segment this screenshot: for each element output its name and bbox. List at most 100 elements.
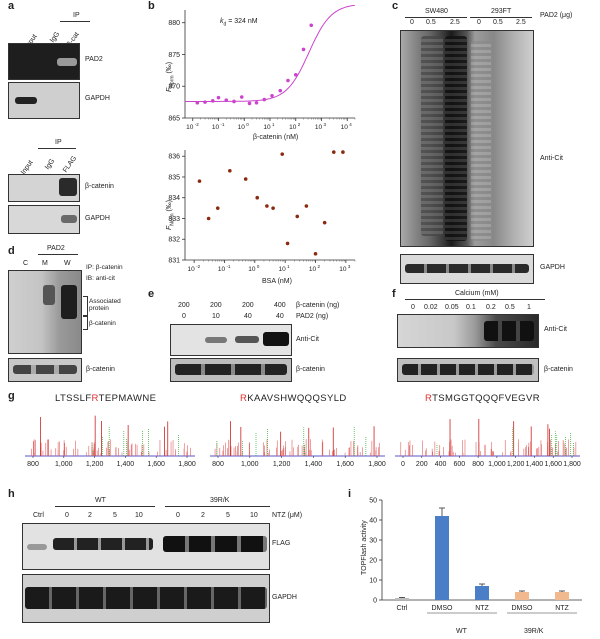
spectrum-tick-label: 600	[453, 461, 465, 468]
data-point	[293, 73, 298, 77]
x-tick-exponent: -2	[195, 122, 199, 127]
data-point	[301, 47, 306, 52]
panel-i-chart: 0 10 20 30 40 50 Ctrl DMSO NTZ DMSO NTZ	[369, 498, 582, 614]
panel-g-label: g	[8, 390, 15, 402]
x-tick-exponent: 3	[323, 122, 326, 127]
spectrum-tick-label: 1,800	[563, 461, 581, 468]
bar	[395, 598, 409, 600]
spectrum-tick-label: 800	[472, 461, 484, 468]
panel-h-t4: 0	[176, 512, 180, 519]
y-tick-label: 834	[168, 195, 180, 202]
y-tick-label: 880	[168, 20, 180, 27]
panel-h-row-flag: FLAG	[272, 540, 291, 547]
kd-value: = 324 nM	[226, 18, 258, 25]
blot-d-bcatenin	[8, 358, 82, 382]
panel-e-bcat-2: 200	[242, 302, 254, 309]
blot-a-gapdh	[8, 82, 80, 119]
spectrum-tick-label: 1,600	[147, 461, 165, 468]
blot-a-pad2	[8, 43, 80, 80]
data-point	[331, 150, 336, 154]
data-point	[262, 97, 267, 102]
bar	[555, 592, 569, 600]
category-label: NTZ	[475, 605, 489, 612]
panel-e-bcat-1: 200	[210, 302, 222, 309]
panel-f-row-anticit: Anti-Cit	[544, 326, 567, 333]
panel-d-col-c: C	[23, 260, 29, 267]
x-tick-label: 10	[188, 266, 196, 273]
spectrum-tick-label: 1,400	[305, 461, 323, 468]
panel-d-legend-ip: IP: β-catenin	[86, 264, 123, 271]
y-tick-label: 865	[168, 116, 180, 123]
panel-c-line2: 293FT	[491, 8, 512, 15]
x-tick-label: 10	[279, 266, 287, 273]
panel-e-pad2-3: 40	[276, 313, 284, 320]
panel-i-label: i	[348, 488, 352, 500]
spectrum-tick-label: 1,800	[178, 461, 196, 468]
panel-h-t2: 5	[113, 512, 117, 519]
panel-c-line2-rule	[470, 17, 532, 18]
spectrum-tick-label: 1,600	[336, 461, 354, 468]
data-point	[254, 100, 259, 105]
spectrum-tick-label: 1,600	[544, 461, 562, 468]
blot-e-bcatenin	[170, 358, 292, 382]
panel-b-kd: kd = 324 nM	[220, 18, 258, 28]
panel-h-t6: 5	[226, 512, 230, 519]
panel-c-dose-2: 2.5	[450, 19, 460, 26]
panel-f-conc-1: 0.02	[424, 304, 438, 311]
panel-f-conc-6: 1	[527, 304, 531, 311]
y-tick-label: 10	[369, 578, 377, 585]
b-top-ylabel-unit: (‰)	[166, 61, 173, 74]
x-tick-label: 10	[289, 124, 297, 131]
panel-d-header: PAD2	[47, 245, 65, 252]
panel-a-label: a	[8, 0, 15, 12]
panel-b-top-xlabel: β-catenin (nM)	[253, 134, 299, 141]
panel-i-group-mut: 39R/K	[524, 628, 544, 635]
panel-e-row-bcatenin: β-catenin	[296, 366, 325, 373]
panel-h-t3: 10	[135, 512, 143, 519]
panel-h-t5: 2	[201, 512, 205, 519]
b-bot-ylabel-unit: (‰)	[166, 199, 173, 212]
spectrum-tick-label: 800	[27, 461, 39, 468]
panel-c-row-anticit: Anti-Cit	[540, 155, 563, 162]
x-tick-exponent: 2	[298, 122, 301, 127]
bar	[435, 516, 449, 600]
panel-h-row-gapdh: GAPDH	[272, 594, 297, 601]
panel-d-col-w: W	[64, 260, 71, 267]
panel-b-bottom-xlabel: BSA (nM)	[262, 278, 292, 285]
peptide-2-red: R	[240, 393, 248, 404]
data-point	[270, 93, 274, 98]
y-tick-label: 831	[168, 258, 180, 265]
panel-c-dose-label: PAD2 (μg)	[540, 12, 573, 19]
category-label: DMSO	[512, 605, 534, 612]
data-point	[203, 100, 207, 104]
panel-e-row-anticit: Anti-Cit	[296, 336, 319, 343]
panel-c-dose-4: 0.5	[493, 19, 503, 26]
x-tick-exponent: -1	[221, 122, 225, 127]
data-point	[232, 99, 236, 104]
blot-h-gapdh	[22, 574, 270, 623]
panel-e-pad2-0: 0	[182, 313, 186, 320]
y-tick-label: 832	[168, 237, 180, 244]
spectrum-3: 0 200 400 600 800 1,000 1,200 1,400 1,600 1,800	[395, 418, 581, 468]
peptide-1: LTSSLFRTEPMAWNE	[55, 393, 156, 404]
panel-c-row-gapdh: GAPDH	[540, 264, 565, 271]
data-point	[341, 150, 345, 154]
panel-f-conc-2: 0.05	[445, 304, 459, 311]
b-bot-ylabel-f: F	[166, 225, 173, 230]
panel-f-row-bcatenin: β-catenin	[544, 366, 573, 373]
panel-b-bottom-ylabel: FNorm (‰)	[166, 200, 176, 230]
panel-c-line1: SW480	[425, 8, 448, 15]
data-point	[206, 216, 211, 221]
panel-a-ip-line	[60, 21, 90, 22]
data-point	[243, 177, 248, 181]
panel-f-label: f	[392, 288, 396, 300]
spectrum-tick-label: 1,400	[117, 461, 135, 468]
y-tick-label: 0	[373, 598, 377, 605]
spectrum-tick-label: 0	[401, 461, 405, 468]
b-top-ylabel-sub: Norm	[169, 75, 176, 88]
peptide-1-red: R	[91, 393, 99, 404]
data-point	[197, 179, 202, 183]
spectrum-tick-label: 400	[435, 461, 447, 468]
blot-c-anticit	[400, 30, 534, 247]
